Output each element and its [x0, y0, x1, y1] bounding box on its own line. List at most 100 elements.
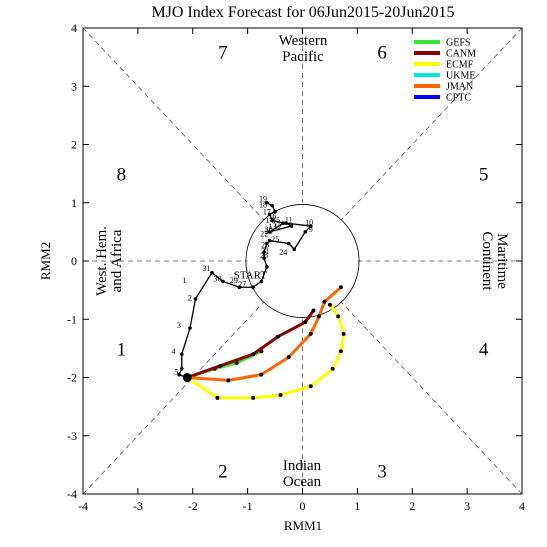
legend-label-ukme: UKME [446, 71, 475, 82]
observed-day-label: 31 [202, 264, 210, 273]
guide-diag-sw [82, 301, 264, 495]
series-point-jman [316, 314, 321, 319]
observed-point [289, 224, 294, 228]
series-point-jman [322, 299, 327, 304]
y-tick-label: 4 [71, 21, 77, 35]
observed-point [270, 203, 275, 208]
phase-number-3: 3 [377, 462, 387, 483]
observed-day-label: 25 [271, 235, 279, 244]
observed-point [267, 238, 272, 243]
series-point-canm [251, 352, 256, 357]
series-point-canm [311, 308, 316, 313]
series-point-ecmf [330, 366, 335, 371]
series-point-jman [308, 331, 313, 336]
observed-day-label: 29 [230, 276, 238, 285]
phase-number-5: 5 [479, 165, 489, 186]
phase-guides [82, 27, 523, 495]
region-left-line2: and Africa [109, 229, 125, 292]
observed-day-label: 3 [177, 321, 181, 330]
series-point-canm [218, 363, 223, 368]
observed-day-label: 15 [272, 216, 280, 225]
observed-day-label: 27 [238, 280, 246, 289]
observed-day-label: 4 [172, 347, 176, 356]
observed-point [251, 285, 255, 290]
observed-day-label: 28 [260, 251, 268, 260]
x-tick-label: 1 [354, 499, 360, 513]
series-point-ecmf [308, 384, 313, 389]
observed-day-label: 2 [188, 294, 192, 303]
observed-day-label: 12 [274, 222, 282, 231]
region-left-line1: West. Hem. [94, 226, 110, 296]
observed-point [303, 230, 308, 234]
observed-day-label: 13 [268, 222, 276, 231]
observed-day-label: 14 [266, 216, 274, 225]
observed-point [221, 279, 225, 284]
y-tick-label: -4 [67, 487, 77, 501]
y-axis-label: RMM2 [38, 242, 53, 280]
y-tick-label: 1 [71, 196, 77, 210]
observed-line [178, 202, 313, 379]
guide-diag-nw [82, 27, 264, 221]
series-point-canm [275, 334, 280, 339]
x-tick-label: -3 [133, 499, 143, 513]
observed-point [265, 265, 269, 269]
guide-diag-ne [341, 27, 523, 221]
observed-point [262, 256, 266, 260]
series-point-ecmf [336, 314, 341, 319]
region-top-line2: Pacific [282, 49, 324, 65]
observed-point [286, 241, 291, 246]
phase-number-8: 8 [117, 165, 127, 186]
observed-day-label: 23 [261, 241, 269, 250]
phase-number-6: 6 [377, 42, 387, 63]
observed-point [210, 270, 214, 275]
series-point-ecmf [338, 349, 343, 354]
observed-day-label: 1 [183, 276, 187, 285]
observed-point [265, 241, 269, 246]
y-tick-label: 2 [71, 138, 77, 152]
region-right-line2: Continent [479, 231, 495, 291]
x-tick-label: 0 [300, 499, 306, 513]
observed-point [179, 366, 184, 371]
series-point-jman [259, 372, 264, 377]
series-point-ecmf [327, 302, 332, 307]
x-axis-label: RMM1 [284, 518, 322, 533]
y-tick-label: 0 [71, 254, 77, 268]
region-bottom-line1: Indian [283, 458, 322, 474]
observed-point [177, 372, 181, 377]
observed-day-label: 11 [285, 216, 293, 225]
observed-point [265, 200, 269, 205]
observed-point [308, 224, 313, 228]
observed-day-label: 16 [268, 212, 276, 221]
series-point-ecmf [341, 331, 346, 336]
observed-point [273, 209, 277, 214]
region-labels: Western Pacific Indian Ocean West. Hem. … [94, 33, 510, 490]
observed-day-label: 21 [261, 246, 269, 255]
region-right-line1: Maritime [494, 233, 510, 289]
observed-day-label: 17 [263, 207, 271, 216]
legend-label-jman: JMAN [446, 82, 473, 93]
observed-point [267, 230, 272, 234]
x-tick-label: 2 [409, 499, 415, 513]
x-tick-label: 4 [519, 499, 525, 513]
y-tick-label: -1 [67, 312, 77, 326]
phase-number-7: 7 [218, 42, 228, 63]
series-point-jman [226, 378, 231, 383]
observed-point [188, 326, 192, 330]
observed-point [284, 221, 288, 225]
phase-number-4: 4 [479, 339, 489, 360]
legend-label-canm: CANM [446, 49, 476, 60]
series-point-ecmf [251, 395, 256, 400]
x-tick-label: -1 [243, 499, 253, 513]
observed-day-label: 20 [264, 225, 272, 234]
observed-point [193, 297, 198, 301]
x-tick-label: -2 [188, 499, 198, 513]
observed-day-label: 10 [305, 218, 313, 227]
observed-day-label: 19 [259, 195, 267, 204]
observed-point [259, 279, 264, 284]
observed-day-label: 30 [213, 274, 221, 283]
y-tick-label: 3 [71, 79, 77, 93]
chart-title: MJO Index Forecast for 06Jun2015-20Jun20… [151, 4, 454, 21]
region-top-line1: Western [279, 33, 328, 49]
observed-day-label: 24 [279, 248, 287, 257]
